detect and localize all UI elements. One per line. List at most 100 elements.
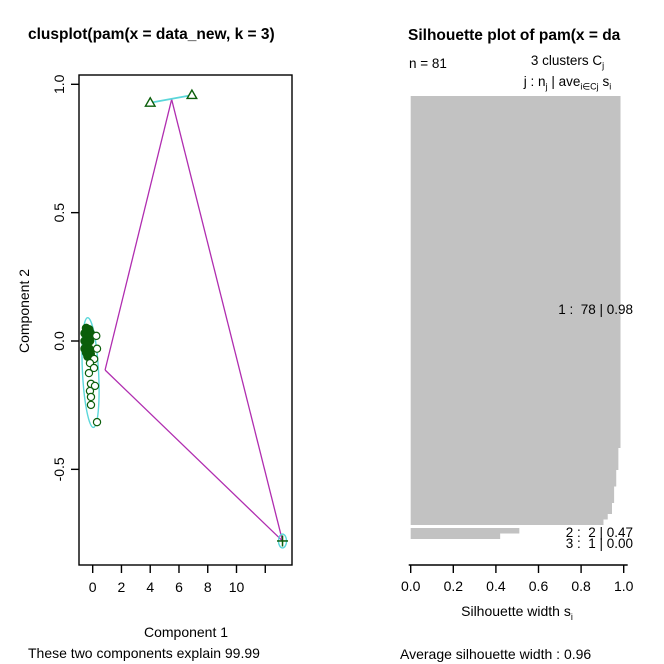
silhouette-bar bbox=[410, 437, 621, 443]
cluster-2-summary-label: 2 : 2 | 0.47 bbox=[565, 524, 633, 540]
silhouette-bar bbox=[410, 107, 621, 113]
left-y-tick-label: 1.0 bbox=[51, 74, 67, 94]
cluster1-point bbox=[92, 417, 102, 427]
silhouette-bar bbox=[410, 96, 621, 102]
silhouette-bar bbox=[410, 459, 619, 465]
average-silhouette-width-label: Average silhouette width : 0.96 bbox=[400, 646, 592, 662]
cluster-center-line bbox=[104, 99, 173, 371]
right-x-tick-label: 0.0 bbox=[401, 578, 421, 594]
right-x-tick-label: 0.2 bbox=[444, 578, 464, 594]
right-x-axis-label: Silhouette width si bbox=[461, 603, 573, 622]
silhouette-bar bbox=[410, 415, 621, 421]
silhouette-bar bbox=[410, 233, 621, 239]
silhouette-bar bbox=[410, 453, 619, 459]
left-y-axis-label: Component 2 bbox=[16, 268, 32, 354]
silhouette-bar bbox=[410, 151, 621, 157]
silhouette-bar bbox=[410, 195, 621, 201]
silhouette-bar bbox=[410, 184, 621, 190]
left-x-axis-label: Component 1 bbox=[143, 624, 229, 640]
silhouette-bar bbox=[410, 266, 621, 272]
silhouette-bar bbox=[410, 431, 621, 437]
silhouette-bar bbox=[410, 486, 615, 492]
silhouette-bar bbox=[410, 503, 612, 509]
silhouette-bar bbox=[410, 178, 621, 184]
silhouette-bar bbox=[410, 129, 621, 135]
cluster1-point bbox=[92, 331, 101, 341]
silhouette-bar bbox=[410, 343, 621, 349]
left-plot-box bbox=[78, 74, 293, 566]
left-x-tick-label: 6 bbox=[175, 579, 183, 595]
cluster-1-summary-label: 1 : 78 | 0.98 bbox=[558, 301, 633, 317]
cluster1-point bbox=[86, 400, 96, 410]
cluster2-point bbox=[144, 96, 157, 107]
silhouette-bar bbox=[410, 404, 621, 410]
right-plot-title: Silhouette plot of pam(x = da bbox=[408, 27, 621, 44]
silhouette-bar bbox=[410, 393, 621, 399]
cluster-3-summary-label: 3 : 1 | 0.00 bbox=[565, 535, 633, 551]
silhouette-bar bbox=[410, 167, 621, 173]
silhouette-bar bbox=[410, 475, 617, 481]
silhouette-bar bbox=[410, 497, 615, 503]
silhouette-bar bbox=[410, 173, 621, 179]
silhouette-bar bbox=[410, 321, 621, 327]
right-x-tick-label: 0.6 bbox=[529, 578, 549, 594]
left-plot-title: clusplot(pam(x = data_new, k = 3) bbox=[28, 26, 275, 43]
right-x-tick-label: 0.8 bbox=[571, 578, 591, 594]
cluster2-ellipse-segment bbox=[150, 94, 193, 104]
silhouette-bar bbox=[410, 354, 621, 360]
silhouette-bar bbox=[410, 294, 621, 300]
silhouette-bar bbox=[410, 140, 621, 146]
silhouette-bar bbox=[410, 533, 501, 539]
left-x-tick-label: 0 bbox=[89, 579, 97, 595]
silhouette-bar bbox=[410, 327, 621, 333]
silhouette-bar bbox=[410, 112, 621, 118]
left-y-tick-label: 0.0 bbox=[51, 331, 67, 351]
silhouette-bar bbox=[410, 426, 621, 432]
silhouette-bar bbox=[410, 376, 621, 382]
silhouette-bar bbox=[410, 448, 619, 454]
silhouette-bar bbox=[410, 123, 621, 129]
silhouette-bar bbox=[410, 239, 621, 245]
clusters-header-line1: 3 clusters Cj bbox=[530, 53, 605, 71]
silhouette-bar bbox=[410, 338, 621, 344]
silhouette-bar bbox=[410, 481, 617, 487]
clusters-header-line2: j : nj | avei∈Cj si bbox=[523, 74, 612, 92]
cluster1-point bbox=[89, 363, 99, 373]
silhouette-bar bbox=[410, 272, 621, 278]
silhouette-bar bbox=[410, 277, 621, 283]
silhouette-bar bbox=[410, 299, 621, 305]
cluster1-point bbox=[86, 392, 96, 402]
silhouette-bar bbox=[410, 371, 621, 377]
silhouette-bar bbox=[410, 162, 621, 168]
silhouette-bar bbox=[410, 492, 615, 498]
silhouette-bar bbox=[410, 228, 621, 234]
silhouette-bar bbox=[410, 305, 621, 311]
silhouette-bar bbox=[410, 134, 621, 140]
silhouette-bar bbox=[410, 101, 621, 107]
silhouette-bar bbox=[410, 310, 621, 316]
silhouette-bar bbox=[410, 211, 621, 217]
silhouette-bar bbox=[410, 189, 621, 195]
cluster-ellipse bbox=[81, 317, 100, 429]
silhouette-bar bbox=[410, 145, 621, 151]
silhouette-bar bbox=[410, 261, 621, 267]
right-x-tick-label: 0.4 bbox=[486, 578, 506, 594]
silhouette-bar bbox=[410, 508, 612, 514]
left-plot-subtitle: These two components explain 99.99 bbox=[28, 645, 260, 661]
silhouette-bar bbox=[410, 349, 621, 355]
silhouette-bar bbox=[410, 464, 619, 470]
silhouette-bar bbox=[410, 470, 617, 476]
silhouette-bar bbox=[410, 360, 621, 366]
cluster2-point bbox=[185, 88, 198, 100]
cluster1-point bbox=[92, 344, 102, 353]
left-x-tick-label: 8 bbox=[204, 579, 212, 595]
silhouette-bar bbox=[410, 316, 621, 322]
silhouette-bar bbox=[410, 255, 621, 261]
silhouette-bar bbox=[410, 420, 621, 426]
left-x-tick-label: 10 bbox=[229, 579, 245, 595]
left-x-tick-label: 4 bbox=[146, 579, 154, 595]
silhouette-bar bbox=[410, 288, 621, 294]
silhouette-bar bbox=[410, 528, 520, 534]
